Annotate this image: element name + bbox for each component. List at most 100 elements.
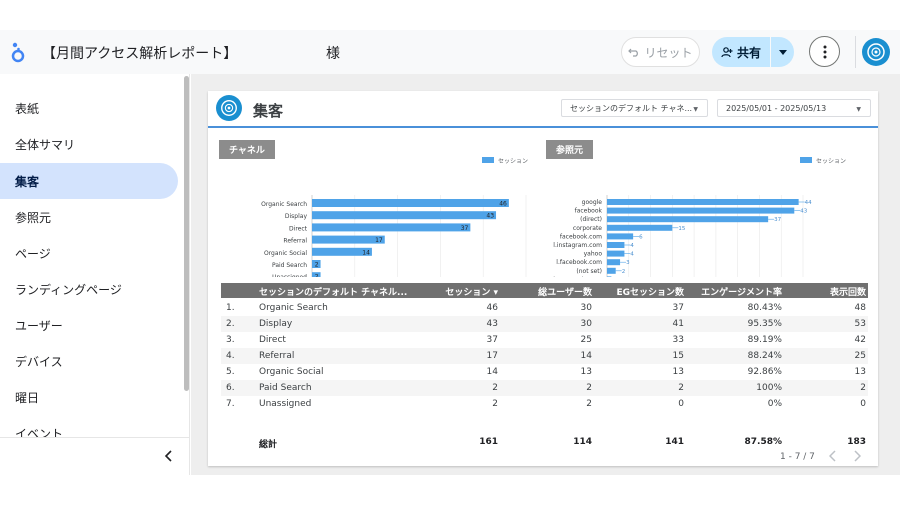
- column-header-channel[interactable]: セッションのデフォルト チャネル...: [259, 288, 408, 298]
- row-index: 4.: [226, 351, 235, 361]
- page-navigation: 表紙 全体サマリ 集客 参照元 ページ ランディングページ ユーザー デバイス …: [0, 74, 190, 475]
- bar-value-label: 3: [626, 260, 630, 266]
- row-sessions: 2: [492, 383, 498, 393]
- total-users: 114: [573, 437, 592, 447]
- table-row[interactable]: 5. Organic Social 14 13 13 92.86% 13: [221, 364, 868, 380]
- table-row[interactable]: 3. Direct 37 25 33 89.19% 42: [221, 332, 868, 348]
- nav-item-cover[interactable]: 表紙: [0, 90, 178, 126]
- table-row[interactable]: 4. Referral 17 14 15 88.24% 25: [221, 348, 868, 364]
- row-total-users: 30: [580, 319, 592, 329]
- total-views: 183: [847, 437, 866, 447]
- share-button[interactable]: 共有: [712, 37, 770, 67]
- sidebar-scrollbar[interactable]: [184, 76, 189, 391]
- table-row[interactable]: 1. Organic Search 46 30 37 80.43% 48: [221, 300, 868, 316]
- channel-bar-chart: セッション01020304050Organic Search46Display4…: [261, 157, 530, 296]
- channel-filter-value: セッションのデフォルト チャネ...: [570, 103, 693, 113]
- account-avatar[interactable]: [862, 38, 890, 66]
- more-options-button[interactable]: [809, 36, 840, 67]
- table-row[interactable]: 7. Unassigned 2 2 0 0% 0: [221, 396, 868, 412]
- row-index: 6.: [226, 383, 235, 393]
- y-category-label: facebook.com: [560, 233, 602, 240]
- column-header-engaged-sessions[interactable]: EGセッション数: [616, 288, 684, 298]
- bar-value-label: 37: [774, 217, 781, 223]
- channel-chart: セッション01020304050Organic Search46Display4…: [208, 153, 538, 296]
- channel-filter-dropdown[interactable]: セッションのデフォルト チャネ... ▼: [561, 99, 708, 117]
- row-views: 13: [854, 367, 866, 377]
- sidebar-footer: [0, 437, 189, 475]
- reset-button[interactable]: リセット: [621, 37, 700, 67]
- caret-down-icon: [778, 49, 787, 55]
- row-engaged-sessions: 41: [672, 319, 684, 329]
- channel-chart-title: チャネル: [219, 140, 275, 159]
- nav-label: デバイス: [15, 354, 63, 369]
- y-category-label: Unassigned: [272, 274, 307, 277]
- nav-item-acquisition[interactable]: 集客: [0, 163, 178, 199]
- bar-value-label: 4: [630, 252, 634, 258]
- nav-item-weekday[interactable]: 曜日: [0, 379, 178, 415]
- report-header: 【月間アクセス解析レポート】 様 リセット 共有: [0, 30, 900, 74]
- row-views: 48: [854, 303, 866, 313]
- column-header-total-users[interactable]: 総ユーザー数: [538, 288, 592, 298]
- row-engaged-sessions: 15: [672, 351, 684, 361]
- nav-item-referrer[interactable]: 参照元: [0, 199, 178, 235]
- nav-label: 表紙: [15, 101, 40, 116]
- bar-value-label: 15: [678, 226, 685, 232]
- row-engaged-sessions: 33: [672, 335, 684, 345]
- column-header-sessions[interactable]: セッション ▾: [445, 288, 498, 298]
- referrer-chart-title: 参照元: [546, 140, 594, 159]
- next-page-button[interactable]: [849, 448, 865, 464]
- row-channel: Display: [259, 319, 293, 329]
- row-total-users: 2: [586, 399, 592, 409]
- total-engaged-sessions: 141: [665, 437, 684, 447]
- column-header-views[interactable]: 表示回数: [829, 288, 866, 298]
- nav-item-users[interactable]: ユーザー: [0, 307, 178, 343]
- row-total-users: 14: [580, 351, 592, 361]
- row-channel: Direct: [259, 335, 286, 345]
- nav-item-landing-pages[interactable]: ランディングページ: [0, 271, 178, 307]
- y-category-label: Paid Search: [272, 262, 307, 269]
- chevron-left-icon[interactable]: [161, 448, 177, 464]
- nav-item-pages[interactable]: ページ: [0, 235, 178, 271]
- y-category-label: l.facebook.com: [556, 259, 602, 266]
- row-index: 3.: [226, 335, 235, 345]
- nav-label: 集客: [15, 174, 40, 189]
- table-row[interactable]: 2. Display 43 30 41 95.35% 53: [221, 316, 868, 332]
- add-person-icon: [721, 46, 733, 57]
- bar-value-label: 2: [315, 274, 319, 277]
- bar-value-label: 17: [375, 237, 383, 244]
- row-index: 7.: [226, 399, 235, 409]
- row-index: 5.: [226, 367, 235, 377]
- flower-logo-icon: [867, 43, 885, 61]
- bar: [312, 235, 385, 244]
- report-page: 集客 セッションのデフォルト チャネ... ▼ 2025/05/01 - 202…: [208, 91, 878, 466]
- bar-value-label: 14: [362, 249, 370, 256]
- nav-label: ランディングページ: [15, 282, 122, 297]
- bar-value-label: 43: [800, 209, 807, 215]
- y-category-label: l.instagram.com: [553, 242, 602, 249]
- bar: [312, 223, 471, 232]
- nav-label: 全体サマリ: [15, 137, 76, 152]
- prev-page-button[interactable]: [825, 448, 841, 464]
- table-total-row: 総計 161 114 141 87.58% 183: [221, 434, 868, 450]
- nav-label: 曜日: [15, 390, 40, 405]
- row-engaged-sessions: 37: [672, 303, 684, 313]
- table-row[interactable]: 6. Paid Search 2 2 2 100% 2: [221, 380, 868, 396]
- date-range-picker[interactable]: 2025/05/01 - 2025/05/13 ▼: [717, 99, 871, 117]
- column-header-engagement-rate[interactable]: エンゲージメント率: [701, 288, 782, 298]
- report-title: 【月間アクセス解析レポート】: [42, 46, 238, 62]
- total-label: 総計: [259, 440, 278, 450]
- nav-item-devices[interactable]: デバイス: [0, 343, 178, 379]
- row-engagement-rate: 100%: [756, 383, 782, 393]
- total-engagement-rate: 87.58%: [744, 437, 783, 447]
- nav-label: 参照元: [15, 210, 52, 225]
- row-sessions: 43: [486, 319, 498, 329]
- referrer-chart: セッション051015202530354045google44facebook4…: [538, 153, 868, 297]
- table-header: セッションのデフォルト チャネル... セッション ▾ 総ユーザー数 EGセッシ…: [221, 283, 868, 298]
- row-channel: Paid Search: [259, 383, 312, 393]
- nav-item-summary[interactable]: 全体サマリ: [0, 126, 178, 162]
- y-category-label: Organic Search: [261, 201, 307, 208]
- report-title-suffix: 様: [326, 46, 340, 62]
- row-total-users: 30: [580, 303, 592, 313]
- share-dropdown-button[interactable]: [771, 37, 794, 67]
- legend-swatch: [482, 157, 494, 163]
